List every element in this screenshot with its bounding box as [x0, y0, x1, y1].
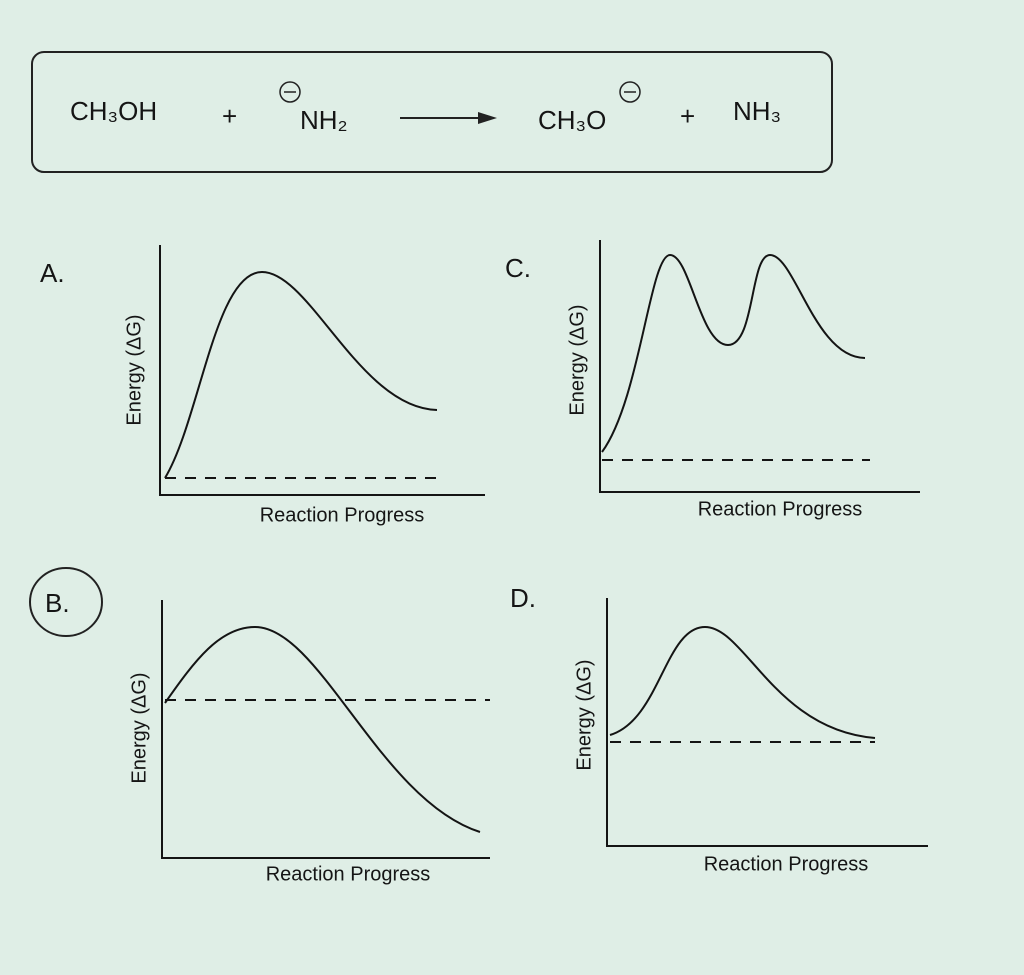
- panel-label: B.: [45, 588, 70, 618]
- energy-curve: [164, 270, 438, 479]
- product: NH₃: [733, 96, 781, 126]
- axes: [599, 240, 920, 493]
- panel-label: A.: [40, 258, 65, 288]
- charge: [279, 81, 301, 103]
- energy-curve: [164, 625, 481, 833]
- plus: +: [222, 101, 237, 131]
- reactant: CH₃OH: [70, 96, 157, 126]
- answer-circle: [29, 567, 103, 637]
- y-axis-label: Energy (ΔG): [123, 314, 145, 425]
- energy-curve: [609, 625, 876, 739]
- equation-box: [31, 51, 833, 173]
- energy-curve: [601, 253, 866, 453]
- x-axis-label: Reaction Progress: [266, 863, 431, 885]
- axes: [159, 245, 485, 496]
- charge: [619, 81, 641, 103]
- plus: +: [680, 101, 695, 131]
- y-axis-label: Energy (ΔG): [566, 304, 588, 415]
- axes: [161, 600, 490, 859]
- arrow-head: [478, 112, 497, 124]
- panel-label: C.: [505, 253, 531, 283]
- reactant: NH₂: [300, 105, 348, 135]
- y-axis-label: Energy (ΔG): [573, 659, 595, 770]
- x-axis-label: Reaction Progress: [260, 504, 425, 526]
- product: CH₃O: [538, 105, 606, 135]
- y-axis-label: Energy (ΔG): [128, 672, 150, 783]
- x-axis-label: Reaction Progress: [704, 853, 869, 875]
- axes: [606, 598, 928, 847]
- x-axis-label: Reaction Progress: [698, 498, 863, 520]
- panel-label: D.: [510, 583, 536, 613]
